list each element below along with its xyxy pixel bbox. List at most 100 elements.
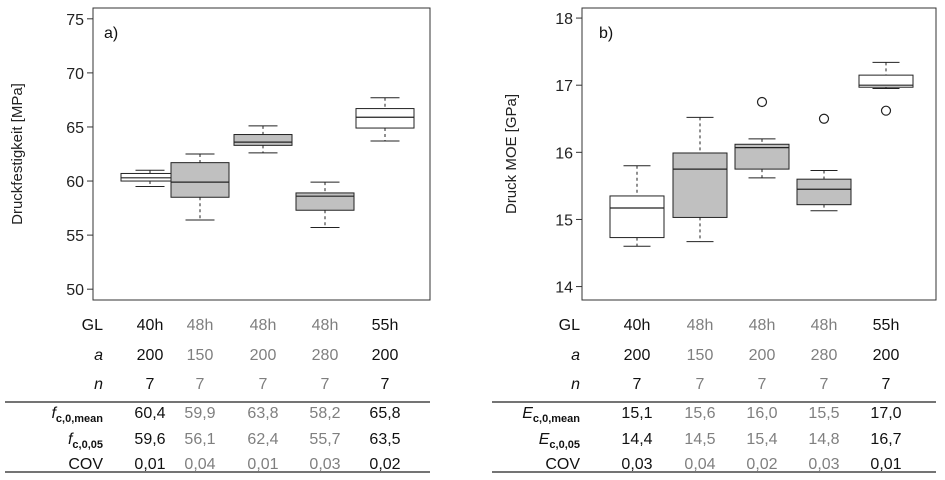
- boxplot-panel-b: 14 15 16 17 18 Druck MOE [GPa] b): [503, 7, 937, 301]
- table-cell: 48h: [687, 317, 714, 334]
- table-cell: 63,5: [369, 431, 400, 448]
- box-2: [170, 153, 230, 221]
- table-cell: 7: [259, 376, 268, 393]
- table-cell: 48h: [250, 317, 277, 334]
- y-tick-label: 60: [66, 174, 84, 191]
- table-cell: 7: [758, 376, 767, 393]
- table-cell: 0,03: [309, 456, 340, 473]
- table-cell: 65,8: [369, 405, 400, 422]
- row-label: Ec,0,mean: [522, 405, 580, 425]
- table-left: GL 40h 48h 48h 48h 55h a 200 150 200 280 200 n 7 7 7 7 7 f…: [51, 317, 400, 473]
- y-tick-label: 15: [555, 212, 573, 229]
- table-cell: 62,4: [247, 431, 278, 448]
- y-tick-label: 65: [66, 120, 84, 137]
- table-cell: 55h: [372, 317, 399, 334]
- table-cell: 0,04: [184, 456, 215, 473]
- box-body: [858, 74, 914, 88]
- y-tick-label: 18: [555, 11, 573, 28]
- row-label: n: [571, 376, 580, 393]
- table-cell: 48h: [312, 317, 339, 334]
- y-tick-label: 17: [555, 78, 573, 95]
- panel-label: b): [599, 25, 613, 42]
- row-label: COV: [545, 456, 580, 473]
- y-tick-label: 14: [555, 280, 573, 297]
- table-cell: 0,01: [870, 456, 901, 473]
- box-4: [295, 181, 355, 229]
- table-cell: 48h: [811, 317, 838, 334]
- box-1: [609, 165, 665, 247]
- table-cell: 59,6: [134, 431, 165, 448]
- box-body: [170, 162, 230, 198]
- outlier-point: [880, 105, 892, 116]
- table-cell: 16,7: [870, 431, 901, 448]
- box-body: [233, 134, 293, 146]
- y-tick-label: 70: [66, 66, 84, 83]
- table-cell: 280: [811, 347, 838, 364]
- table-cell: 55,7: [309, 431, 340, 448]
- table-cell: 40h: [137, 317, 164, 334]
- table-cell: 0,02: [369, 456, 400, 473]
- table-cell: 150: [187, 347, 214, 364]
- table-cell: 7: [321, 376, 330, 393]
- table-cell: 15,4: [746, 431, 777, 448]
- y-tick-label: 55: [66, 228, 84, 245]
- y-tick-label: 16: [555, 145, 573, 162]
- row-label: Ec,0,05: [539, 431, 580, 451]
- table-cell: 55h: [873, 317, 900, 334]
- table-cell: 15,1: [621, 405, 652, 422]
- table-cell: 48h: [749, 317, 776, 334]
- table-cell: 0,01: [247, 456, 278, 473]
- table-cell: 59,9: [184, 405, 215, 422]
- plot-frame: [92, 7, 431, 301]
- table-cell: 60,4: [134, 405, 165, 422]
- table-cell: 63,8: [247, 405, 278, 422]
- row-label: GL: [82, 317, 103, 334]
- y-tick-label: 75: [66, 12, 84, 29]
- box-5: [858, 61, 914, 116]
- table-cell: 58,2: [309, 405, 340, 422]
- table-cell: 280: [312, 347, 339, 364]
- table-cell: 0,01: [134, 456, 165, 473]
- table-cell: 150: [687, 347, 714, 364]
- table-cell: 0,04: [684, 456, 715, 473]
- table-cell: 200: [372, 347, 399, 364]
- table-cell: 7: [882, 376, 891, 393]
- table-cell: 14,4: [621, 431, 652, 448]
- table-right: GL 40h 48h 48h 48h 55h a 200 150 200 280 200 n 7 7 7 7 7 E…: [522, 317, 901, 473]
- box-body: [734, 143, 790, 170]
- box-body: [295, 192, 355, 211]
- y-tick-label: 50: [66, 282, 84, 299]
- box-body: [355, 108, 415, 129]
- row-label: fc,0,05: [68, 431, 103, 451]
- box-body: [672, 152, 728, 218]
- table-cell: 7: [820, 376, 829, 393]
- table-cell: 17,0: [870, 405, 901, 422]
- box-5: [355, 97, 415, 142]
- boxplot-panel-a: 50 55 60 65 70 75 Druckfestigkeit [MPa] a): [9, 7, 431, 301]
- row-label: GL: [559, 317, 580, 334]
- y-axis-label: Druckfestigkeit [MPa]: [9, 83, 26, 225]
- table-cell: 7: [633, 376, 642, 393]
- row-label: COV: [68, 456, 103, 473]
- plot-frame: [581, 7, 937, 301]
- table-cell: 40h: [624, 317, 651, 334]
- panel-label: a): [104, 25, 118, 42]
- outlier-point: [756, 96, 768, 108]
- table-cell: 14,5: [684, 431, 715, 448]
- table-cell: 200: [624, 347, 651, 364]
- box-2: [672, 116, 728, 243]
- outlier-point: [818, 113, 830, 124]
- box-body: [609, 195, 665, 239]
- table-cell: 200: [873, 347, 900, 364]
- table-cell: 200: [749, 347, 776, 364]
- row-label: a: [94, 347, 103, 364]
- table-cell: 200: [137, 347, 164, 364]
- table-cell: 0,03: [621, 456, 652, 473]
- box-3: [734, 96, 790, 179]
- table-cell: 200: [250, 347, 277, 364]
- table-cell: 7: [381, 376, 390, 393]
- table-cell: 56,1: [184, 431, 215, 448]
- y-axis-label: Druck MOE [GPa]: [503, 94, 520, 214]
